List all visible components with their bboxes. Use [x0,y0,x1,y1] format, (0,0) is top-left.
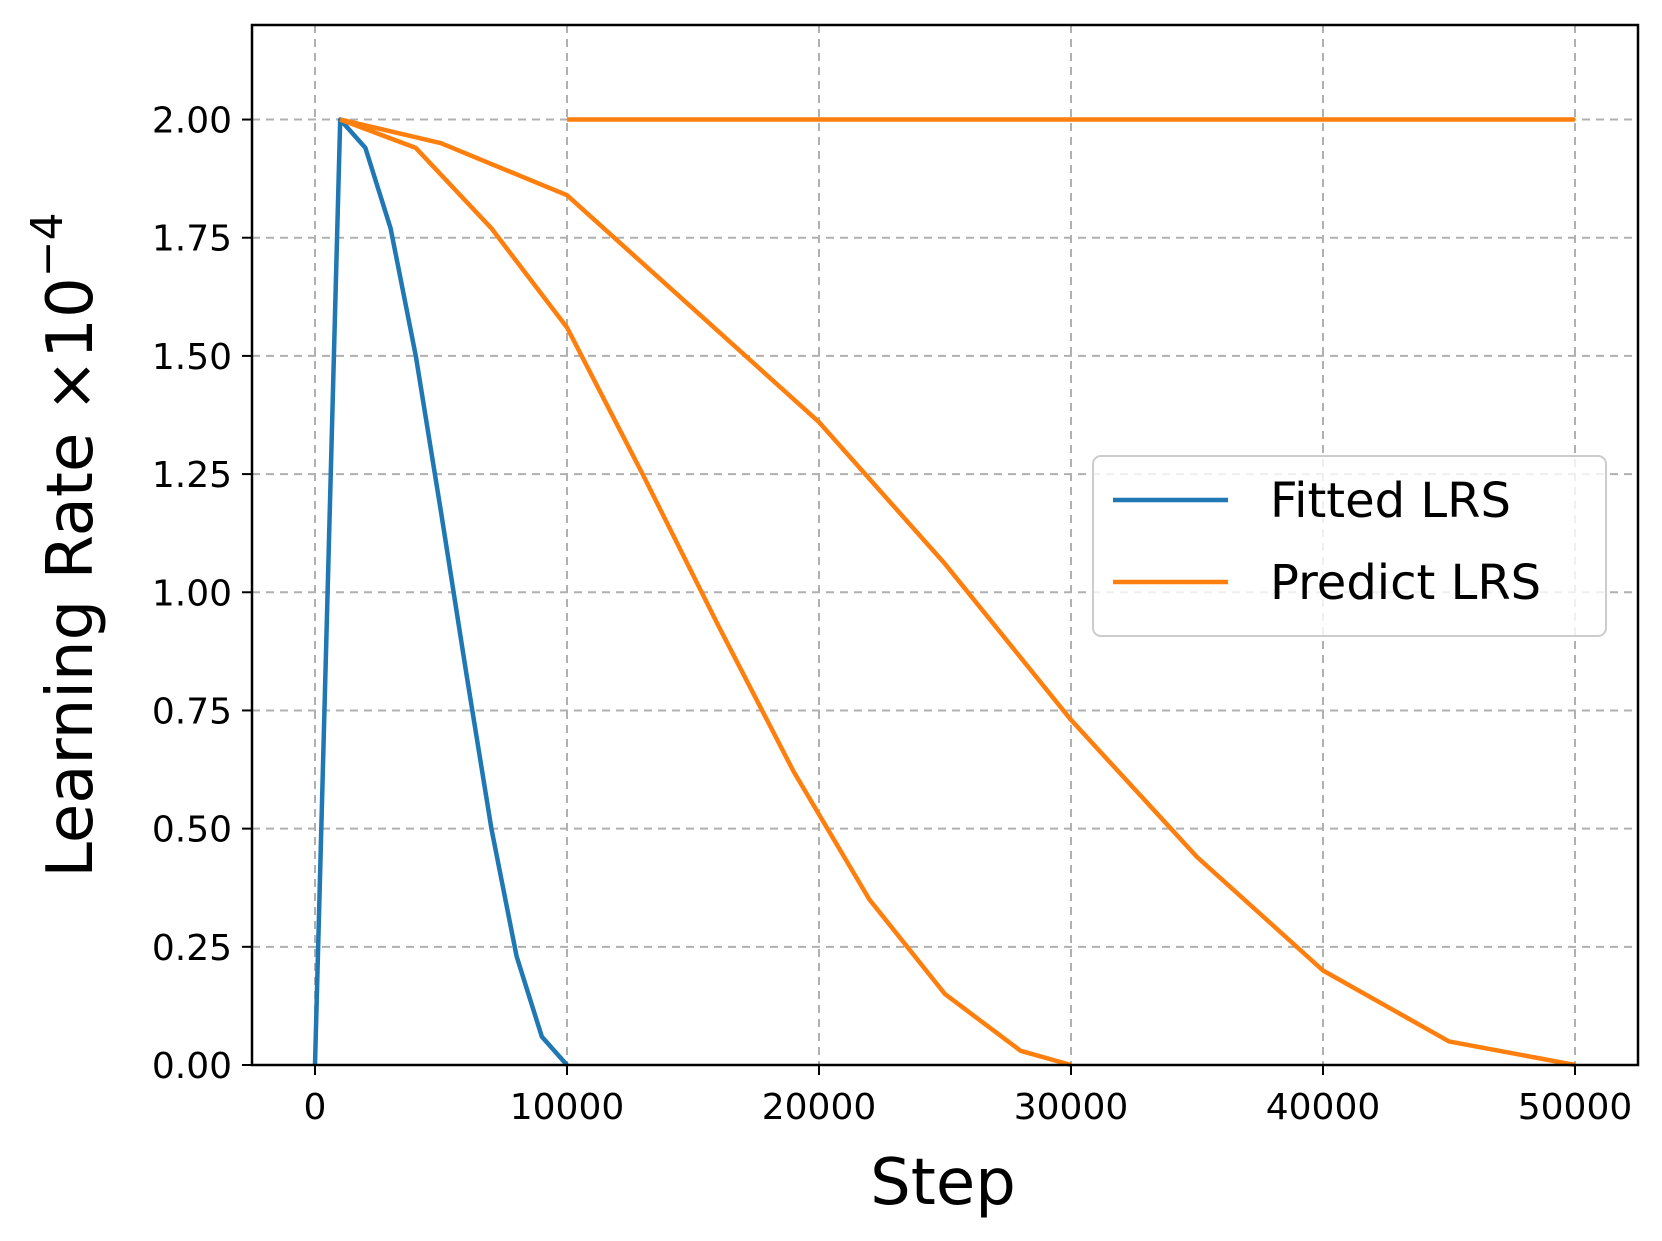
y-tick-label: 0.75 [152,691,232,732]
series-line-3 [339,117,1576,1068]
legend: Fitted LRS Predict LRS [1092,455,1607,637]
x-tick-label: 0 [304,1087,327,1128]
x-tick-label: 40000 [1266,1087,1381,1128]
plot-frame [250,23,1640,1067]
y-tick-label: 1.25 [152,455,232,496]
y-axis-label-text: Learning Rate ×10 [34,277,108,877]
y-tick-label: 1.00 [152,573,232,614]
x-tick-label: 20000 [762,1087,877,1128]
x-tick-label: 50000 [1518,1087,1633,1128]
series-line-2 [339,117,1072,1068]
y-axis-label: Learning Rate ×10−4 [22,212,108,877]
x-tick-label: 30000 [1014,1087,1129,1128]
legend-label-fitted: Fitted LRS [1270,473,1511,529]
y-tick-label: 2.00 [152,101,232,142]
y-tick-label: 0.50 [152,810,232,851]
y-tick-label: 0.25 [152,928,232,969]
series-line-0 [312,117,569,1067]
axis-ticks: 0 10000 20000 30000 40000 50000 0.00 0.25 0.50 0.… [152,101,1632,1128]
x-tick-label: 10000 [510,1087,625,1128]
y-axis-label-exponent: −4 [22,212,73,277]
y-tick-label: 1.75 [152,219,232,260]
y-tick-label: 1.50 [152,337,232,378]
axis-labels: Step Learning Rate ×10−4 [22,212,1016,1220]
x-axis-label: Step [870,1146,1016,1220]
y-tick-label: 0.00 [152,1046,232,1087]
legend-label-predict: Predict LRS [1270,555,1541,611]
series-lines [312,117,1576,1068]
